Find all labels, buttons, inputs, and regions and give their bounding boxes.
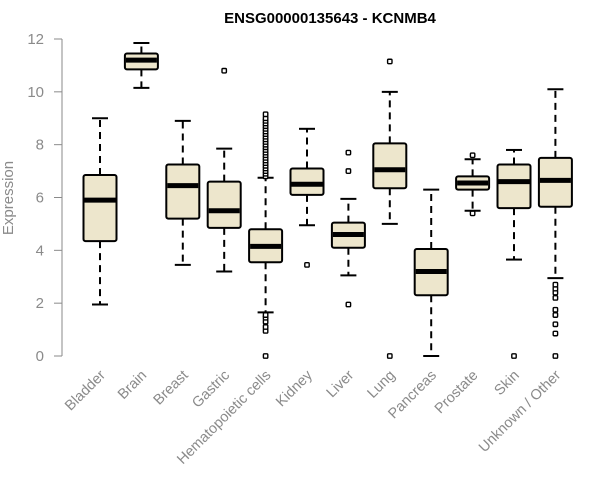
outlier-point [552,321,559,328]
y-tick-label: 4 [36,242,44,259]
y-tick-label: 8 [36,137,44,154]
x-tick-label: Kidney [273,367,316,410]
box-pancreas [413,188,449,357]
box-iqr [206,180,242,229]
x-tick-label: Lung [364,368,398,402]
outlier-point [552,281,559,288]
y-tick-label: 0 [36,348,44,365]
box-iqr [82,174,118,243]
outlier-point [262,353,269,359]
x-tick-label: Liver [324,367,358,401]
box-iqr [289,167,325,196]
chart-title: ENSG00000135643 - KCNMB4 [224,10,436,27]
x-tick-label: Breast [151,368,192,409]
box-iqr [165,163,201,220]
outlier-point [552,353,559,359]
y-axis: 0 2 4 6 8 10 12 [27,31,63,365]
box-iqr [372,142,408,190]
x-tick-label: Skin [492,368,523,399]
y-tick-label: 6 [36,190,44,207]
outlier-point [469,210,476,217]
x-tick-label: Bladder [62,367,109,414]
outlier-point [552,306,559,313]
box-liver [330,149,366,308]
box-hematopoietic-cells [248,111,284,359]
y-tick-label: 10 [27,84,44,101]
boxes-group [82,41,573,359]
box-prostate [455,152,491,217]
y-axis-label: Expression [0,161,17,235]
box-skin [496,148,532,359]
box-gastric [206,67,242,273]
outlier-point [552,294,559,301]
box-iqr [496,163,532,210]
y-tick-label: 12 [27,31,44,48]
box-kidney [289,127,325,268]
box-brain [123,41,159,89]
x-tick-label: Brain [115,368,150,403]
outlier-point [262,111,269,118]
outlier-point [345,149,352,156]
box-breast [165,119,201,266]
outlier-point [304,261,310,268]
outlier-point [262,312,269,318]
outlier-point [345,168,352,174]
outlier-point [386,58,393,65]
outlier-point [221,67,228,74]
outlier-point [552,312,559,318]
box-bladder [82,117,118,306]
y-tick-label: 2 [36,295,44,312]
box-unknown-other [537,88,573,359]
outlier-point [552,330,559,337]
outlier-point [345,301,352,308]
outlier-point [511,353,517,359]
outlier-point [469,152,476,159]
x-tick-label: Prostate [432,368,481,417]
outlier-point [386,353,393,359]
box-lung [372,58,408,359]
outlier-point [262,324,269,330]
